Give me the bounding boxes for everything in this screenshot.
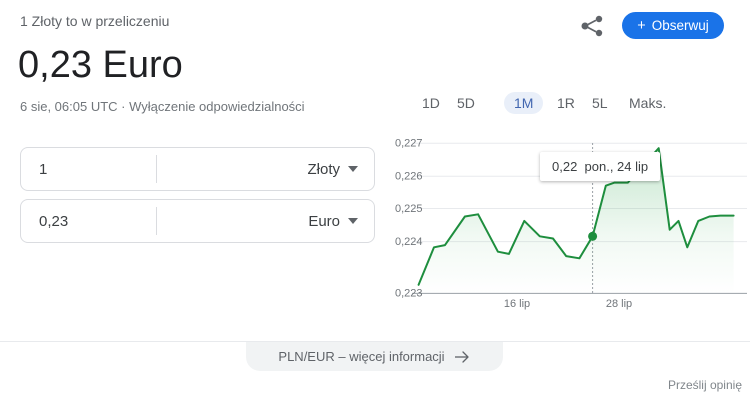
svg-text:0,224: 0,224 [395, 236, 423, 248]
svg-text:0,227: 0,227 [395, 138, 423, 150]
svg-text:0,223: 0,223 [395, 288, 423, 300]
svg-text:16 lip: 16 lip [504, 298, 530, 310]
svg-text:0,225: 0,225 [395, 203, 423, 215]
svg-text:0,226: 0,226 [395, 171, 423, 183]
svg-text:28 lip: 28 lip [606, 298, 632, 310]
